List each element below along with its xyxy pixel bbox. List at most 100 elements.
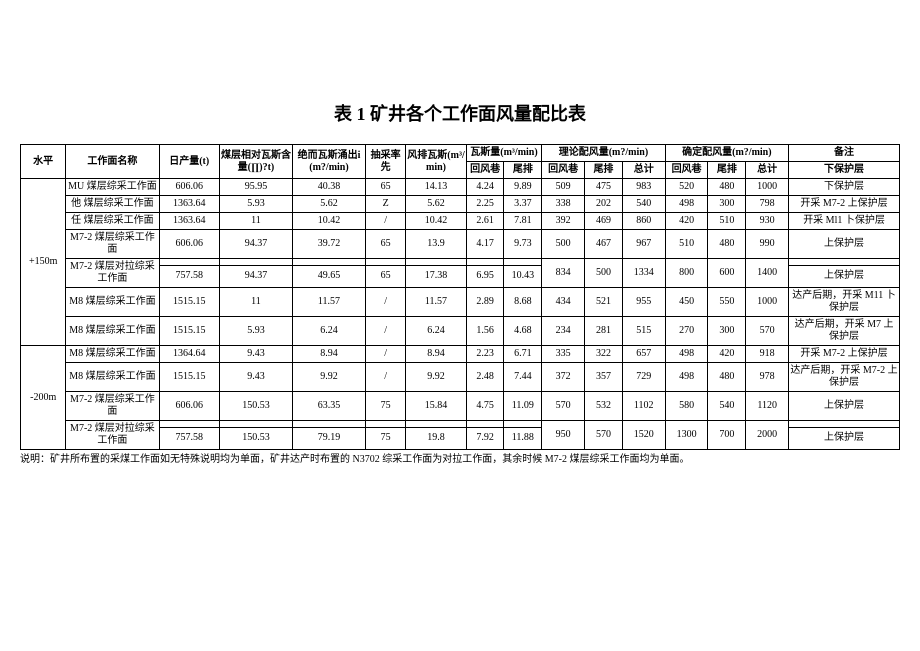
cell: 955 [622, 288, 665, 317]
cell: / [366, 317, 406, 346]
col-theory: 理论配风量(m?/min) [542, 145, 665, 162]
cell: 9.43 [219, 346, 292, 363]
cell [159, 259, 219, 266]
cell: 281 [585, 317, 623, 346]
cell: M7-2 煤层对拉综采工作面 [66, 259, 159, 288]
cell: 65 [366, 265, 406, 287]
col-gq-tail: 尾排 [504, 162, 542, 179]
footnote: 说明：矿井所布置的采煤工作面如无特殊说明均为单面，矿井达产时布置的 N3702 … [20, 453, 900, 467]
cell: 94.37 [219, 265, 292, 287]
cell: 392 [542, 213, 585, 230]
cell: 4.68 [504, 317, 542, 346]
cell: 上保护层 [789, 230, 900, 259]
cell: / [366, 288, 406, 317]
cell: 1000 [746, 179, 789, 196]
cell: 94.37 [219, 230, 292, 259]
cell: 8.68 [504, 288, 542, 317]
cell: 39.72 [292, 230, 365, 259]
cell: 11.57 [406, 288, 466, 317]
cell: 75 [366, 392, 406, 421]
col-gq-return: 回风巷 [466, 162, 504, 179]
cell: 95.95 [219, 179, 292, 196]
cell: 509 [542, 179, 585, 196]
level-cell: -200m [21, 346, 66, 450]
cell: 469 [585, 213, 623, 230]
cell: 达产后期，开采 M11 卜保护层 [789, 288, 900, 317]
cell: 570 [746, 317, 789, 346]
cell: 8.94 [292, 346, 365, 363]
cell [219, 421, 292, 428]
cell: 11.57 [292, 288, 365, 317]
col-level: 水平 [21, 145, 66, 179]
cell: 13.9 [406, 230, 466, 259]
cell: 467 [585, 230, 623, 259]
cell [466, 421, 504, 428]
cell: 357 [585, 363, 623, 392]
col-remark-sub: 下保护层 [789, 162, 900, 179]
cell: 300 [708, 317, 746, 346]
cell: 498 [665, 196, 708, 213]
cell [366, 421, 406, 428]
cell: 498 [665, 346, 708, 363]
cell [219, 259, 292, 266]
cell: 11 [219, 213, 292, 230]
cell: 4.24 [466, 179, 504, 196]
cell: 1334 [622, 259, 665, 288]
cell: 1515.15 [159, 363, 219, 392]
cell: 150.53 [219, 392, 292, 421]
cell: 上保护层 [789, 265, 900, 287]
cell: 开采 M7-2 上保护层 [789, 346, 900, 363]
cell: M8 煤层综采工作面 [66, 317, 159, 346]
cell: 978 [746, 363, 789, 392]
cell: 606.06 [159, 179, 219, 196]
cell [504, 259, 542, 266]
cell [366, 259, 406, 266]
cell: 480 [708, 363, 746, 392]
cell: 7.44 [504, 363, 542, 392]
cell: 他 煤层综采工作面 [66, 196, 159, 213]
cell: 11.88 [504, 427, 542, 449]
cell: 300 [708, 196, 746, 213]
cell: 510 [708, 213, 746, 230]
col-th-return: 回风巷 [542, 162, 585, 179]
cell: 49.65 [292, 265, 365, 287]
cell: 10.42 [406, 213, 466, 230]
cell: 1363.64 [159, 196, 219, 213]
col-absgas: 绝而瓦斯涌出i(m?/min) [292, 145, 365, 179]
cell: 40.38 [292, 179, 365, 196]
cell: 5.93 [219, 317, 292, 346]
cell: 达产后期，开采 M7 上保护层 [789, 317, 900, 346]
cell: 65 [366, 179, 406, 196]
cell: M7-2 煤层综采工作面 [66, 392, 159, 421]
cell: 434 [542, 288, 585, 317]
cell: 1120 [746, 392, 789, 421]
cell: 532 [585, 392, 623, 421]
cell: 520 [665, 179, 708, 196]
cell: 1102 [622, 392, 665, 421]
cell: 6.24 [406, 317, 466, 346]
cell: 开采 Ml1 卜保护层 [789, 213, 900, 230]
cell: 1.56 [466, 317, 504, 346]
cell: 580 [665, 392, 708, 421]
cell: 15.84 [406, 392, 466, 421]
cell: 234 [542, 317, 585, 346]
cell [292, 421, 365, 428]
cell: 2.48 [466, 363, 504, 392]
col-de-tail: 尾排 [708, 162, 746, 179]
cell: 757.58 [159, 427, 219, 449]
cell: 800 [665, 259, 708, 288]
cell: 798 [746, 196, 789, 213]
cell: Z [366, 196, 406, 213]
cell: 1520 [622, 421, 665, 450]
cell: 540 [708, 392, 746, 421]
cell [406, 421, 466, 428]
cell: 5.62 [292, 196, 365, 213]
cell [789, 259, 900, 266]
cell: 606.06 [159, 230, 219, 259]
cell: 6.95 [466, 265, 504, 287]
cell: 1000 [746, 288, 789, 317]
col-th-total: 总计 [622, 162, 665, 179]
cell: 2.25 [466, 196, 504, 213]
cell: / [366, 346, 406, 363]
cell [292, 259, 365, 266]
